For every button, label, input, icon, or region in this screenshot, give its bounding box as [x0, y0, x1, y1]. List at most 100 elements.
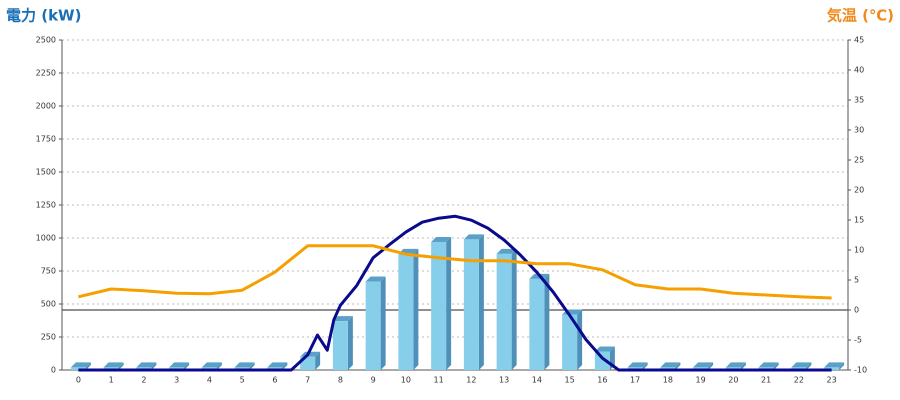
bar-top: [758, 362, 779, 368]
x-tick-label: 21: [761, 376, 771, 385]
y-tick-label: 250: [41, 333, 56, 342]
bar-side: [708, 362, 714, 370]
bar-top: [496, 248, 517, 254]
bar-side: [577, 309, 583, 370]
bar: [463, 239, 479, 370]
bar-side: [85, 362, 91, 370]
x-tick-label: 7: [305, 376, 310, 385]
bar-top: [725, 362, 746, 368]
bar-top: [463, 234, 484, 240]
bar-top: [332, 316, 353, 322]
bar-top: [660, 362, 681, 368]
line: [78, 244, 832, 300]
bar-top: [431, 236, 452, 242]
y-tick-label: 1500: [36, 168, 56, 177]
x-tick-label: 6: [272, 376, 277, 385]
bar: [496, 253, 512, 370]
bar-top: [103, 362, 124, 368]
x-tick-label: 17: [630, 376, 640, 385]
y-tick-label: 500: [41, 300, 56, 309]
x-tick-label: 14: [532, 376, 542, 385]
y2-tick-label: 30: [854, 126, 864, 135]
x-tick-label: 9: [371, 376, 376, 385]
bar-side: [806, 362, 812, 370]
y-tick-label: 1750: [36, 135, 56, 144]
x-tick-label: 8: [338, 376, 343, 385]
y2-tick-label: 25: [854, 156, 864, 165]
y-tick-label: 0: [51, 366, 56, 375]
bar-side: [675, 362, 681, 370]
y-tick-label: 2250: [36, 69, 56, 78]
bar-side: [282, 362, 288, 370]
y-tick-label: 2500: [36, 36, 56, 45]
bar-side: [773, 362, 779, 370]
x-tick-label: 10: [401, 376, 411, 385]
bar-top: [627, 362, 648, 368]
bar-side: [118, 362, 124, 370]
y-tick-label: 750: [41, 267, 56, 276]
y2-tick-label: 35: [854, 96, 864, 105]
bar-top: [791, 362, 812, 368]
x-tick-label: 3: [174, 376, 179, 385]
x-tick-label: 13: [499, 376, 509, 385]
x-tick-label: 15: [565, 376, 575, 385]
y2-axis-title: 気温 (℃): [827, 7, 894, 25]
x-tick-label: 20: [728, 376, 738, 385]
x-tick-label: 1: [109, 376, 114, 385]
bar-side: [511, 248, 517, 370]
bar-side: [151, 362, 157, 370]
x-tick-label: 4: [207, 376, 212, 385]
bar: [332, 321, 348, 370]
y2-tick-label: 45: [854, 36, 864, 45]
bar-top: [169, 362, 190, 368]
bar-side: [380, 276, 386, 370]
bar-side: [446, 236, 452, 370]
bar-side: [478, 234, 484, 370]
bar-side: [839, 362, 845, 370]
y-tick-label: 2000: [36, 102, 56, 111]
x-tick-label: 5: [240, 376, 245, 385]
bar-top: [824, 362, 845, 368]
bar-top: [136, 362, 157, 368]
bar-side: [347, 316, 353, 370]
bar-top: [234, 362, 255, 368]
y-tick-label: 1000: [36, 234, 56, 243]
x-tick-label: 0: [76, 376, 81, 385]
x-tick-label: 12: [466, 376, 476, 385]
bar-top: [267, 362, 288, 368]
bar-top: [201, 362, 222, 368]
y-tick-label: 1250: [36, 201, 56, 210]
y2-tick-label: -5: [854, 336, 862, 345]
y2-tick-label: 40: [854, 66, 864, 75]
x-tick-label: 23: [827, 376, 837, 385]
y2-tick-label: 0: [854, 306, 859, 315]
y2-tick-label: 10: [854, 246, 864, 255]
bar-top: [693, 362, 714, 368]
x-tick-label: 18: [663, 376, 673, 385]
bar-top: [365, 276, 386, 282]
bar-side: [216, 362, 222, 370]
x-tick-label: 22: [794, 376, 804, 385]
bar-side: [249, 362, 255, 370]
bar-side: [642, 362, 648, 370]
y2-tick-label: 5: [854, 276, 859, 285]
x-tick-label: 11: [434, 376, 444, 385]
bar-side: [184, 362, 190, 370]
line: [78, 214, 832, 372]
bar: [365, 281, 381, 370]
bar-side: [413, 248, 419, 370]
bar-top: [594, 346, 615, 352]
bar: [562, 314, 578, 370]
y-axis-title: 電力 (kW): [6, 7, 81, 25]
x-tick-label: 2: [141, 376, 146, 385]
x-tick-label: 19: [696, 376, 706, 385]
y2-tick-label: -10: [854, 366, 867, 375]
bar: [431, 241, 447, 370]
bar-side: [315, 351, 321, 370]
x-tick-label: 16: [597, 376, 607, 385]
bar-side: [740, 362, 746, 370]
y2-tick-label: 15: [854, 216, 864, 225]
bar-top: [70, 362, 91, 368]
y2-tick-label: 20: [854, 186, 864, 195]
